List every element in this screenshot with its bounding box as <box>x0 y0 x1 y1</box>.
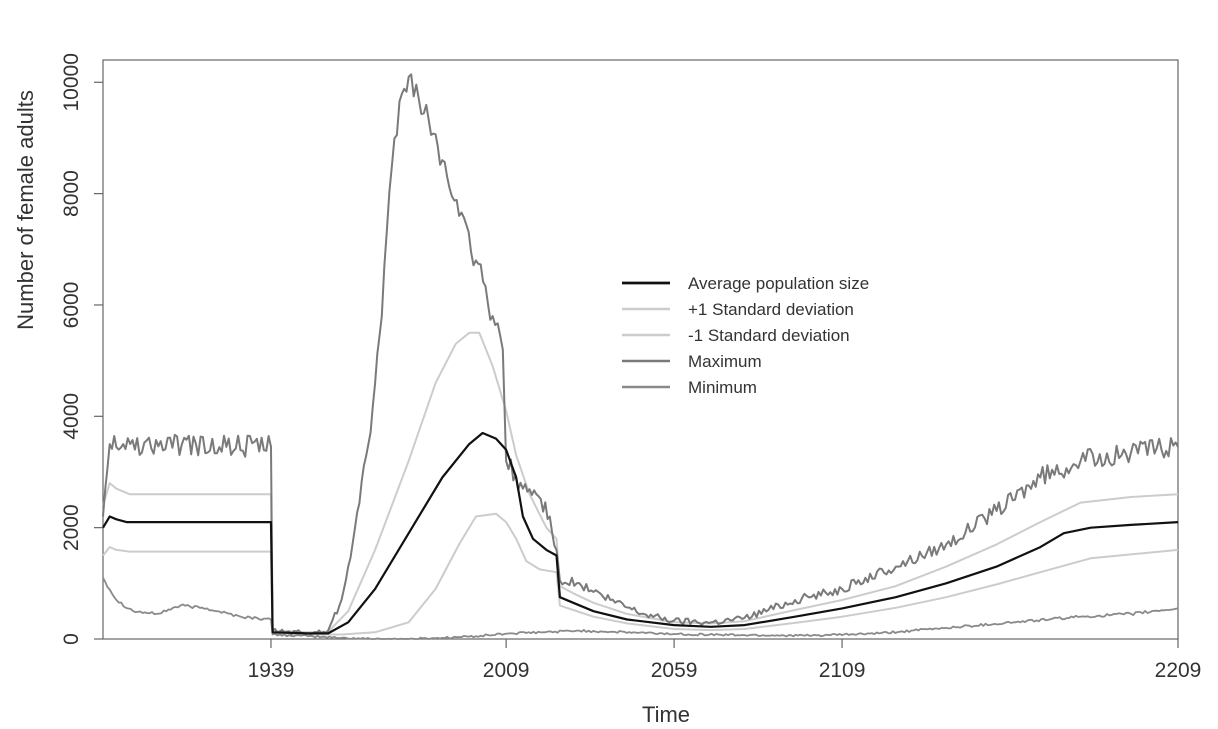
plot-frame <box>102 59 1179 640</box>
legend: Average population size +1 Standard devia… <box>622 274 869 397</box>
series-line-average-population-size <box>102 431 1179 635</box>
x-tick-label: 2009 <box>483 659 530 682</box>
x-axis: 1939 2009 2059 2109 2209 <box>248 639 1202 682</box>
series-line-1-standard-deviation <box>102 331 1179 634</box>
x-tick-label: 2109 <box>819 659 866 682</box>
y-axis: 0 2000 4000 6000 8000 10000 <box>60 53 103 645</box>
y-tick-label: 8000 <box>60 170 83 217</box>
y-tick-label: 0 <box>60 633 83 645</box>
series-line-minimum <box>102 577 1179 640</box>
legend-label: Maximum <box>688 352 762 371</box>
series-line-maximum <box>102 73 1179 636</box>
series-layer <box>102 73 1179 640</box>
legend-label: Minimum <box>688 378 757 397</box>
x-tick-label: 2209 <box>1155 659 1202 682</box>
y-axis-title: Number of female adults <box>13 90 38 330</box>
legend-label: -1 Standard deviation <box>688 326 850 345</box>
legend-label: +1 Standard deviation <box>688 300 854 319</box>
y-tick-label: 4000 <box>60 393 83 440</box>
legend-label: Average population size <box>688 274 869 293</box>
y-tick-label: 6000 <box>60 282 83 329</box>
x-axis-title: Time <box>642 702 690 727</box>
x-tick-label: 1939 <box>248 659 295 682</box>
y-tick-label: 10000 <box>60 53 83 111</box>
y-tick-label: 2000 <box>60 504 83 551</box>
x-tick-label: 2059 <box>651 659 698 682</box>
